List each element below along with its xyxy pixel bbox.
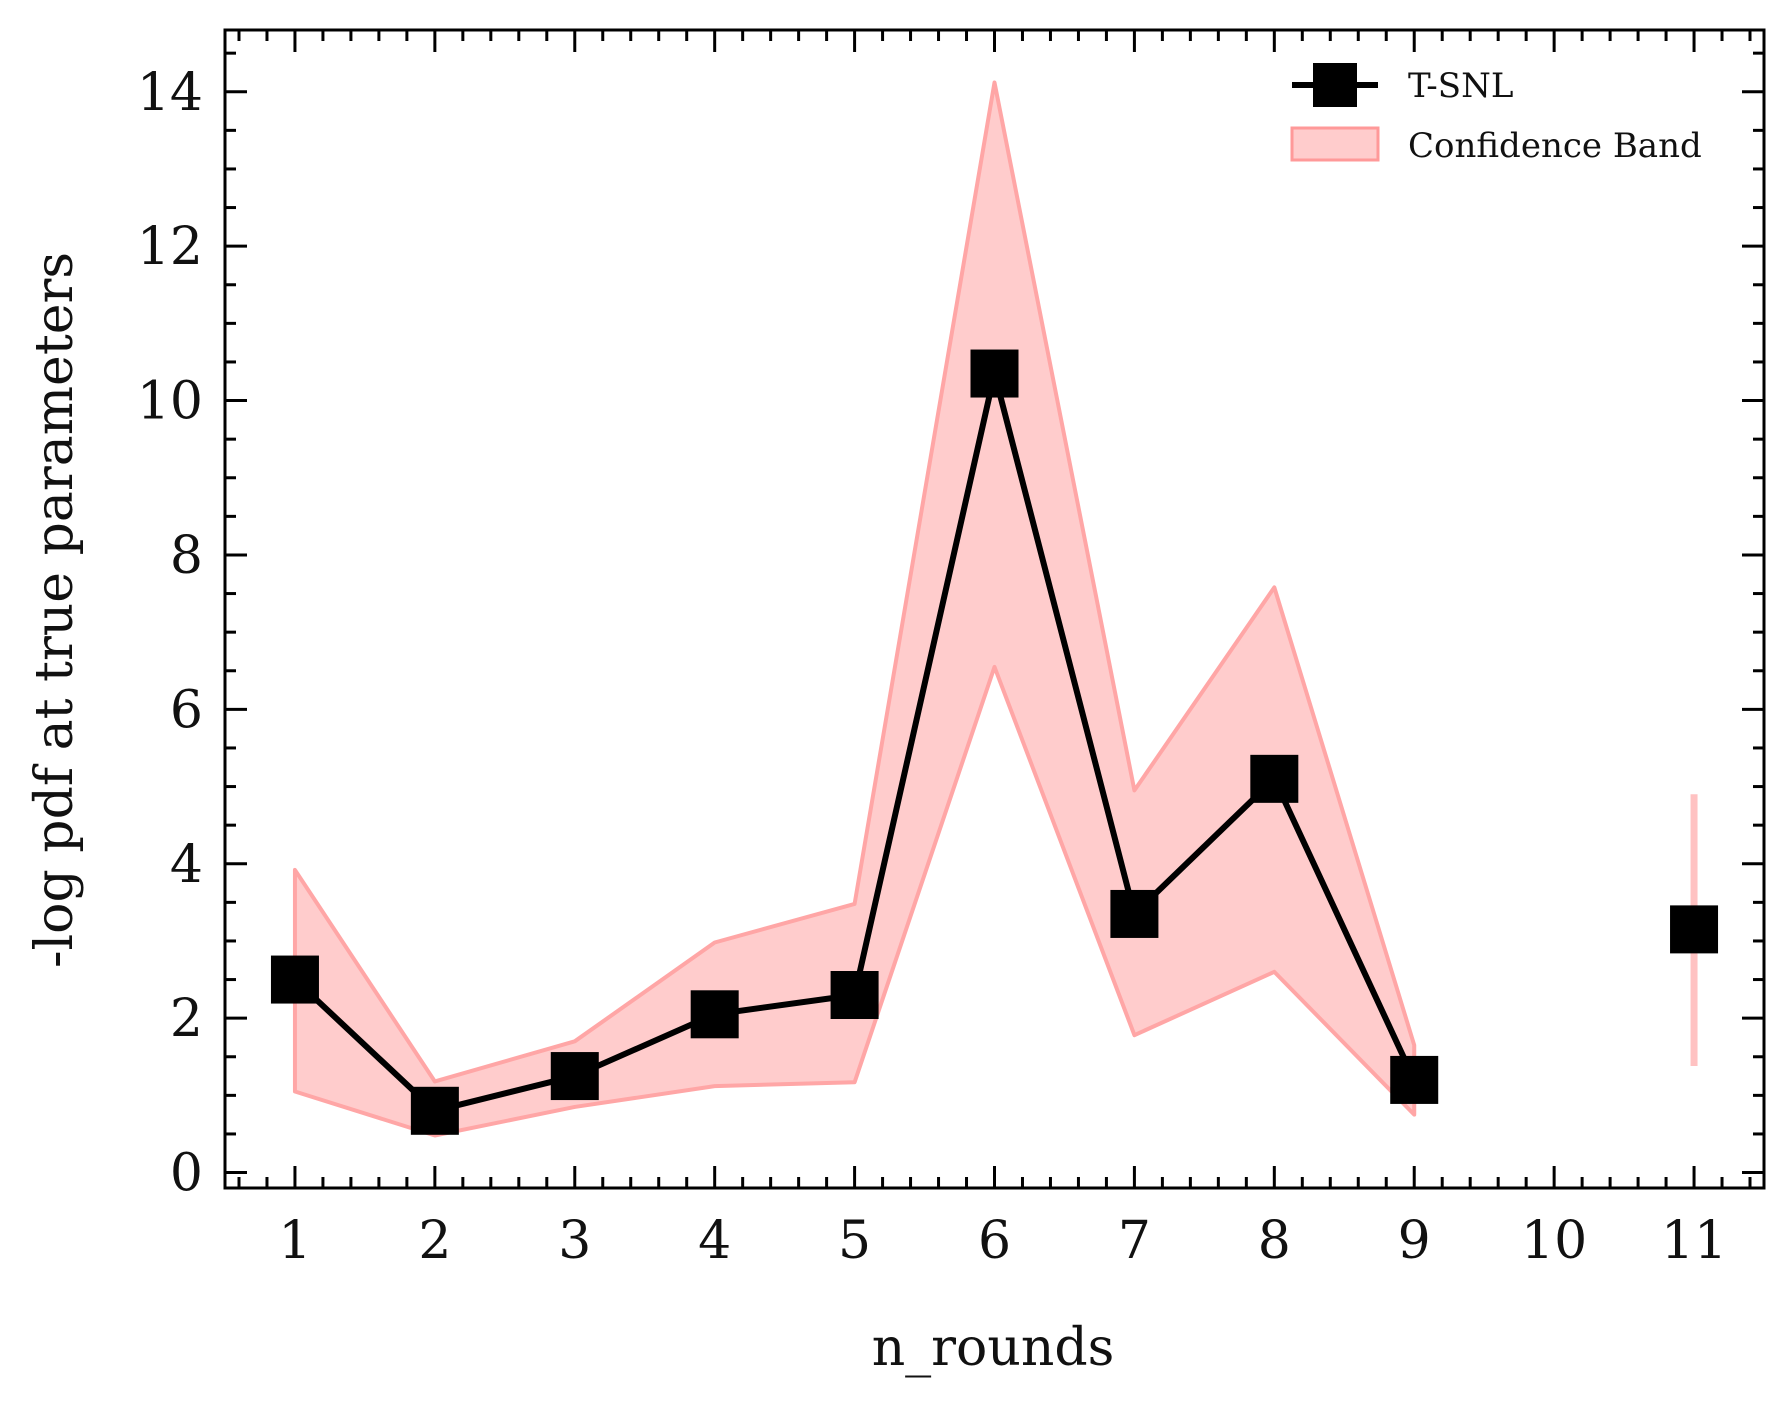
y-tick-label: 2	[170, 989, 203, 1049]
x-tick-label: 9	[1398, 1211, 1431, 1271]
data-point	[1250, 754, 1299, 803]
x-tick-label: 2	[418, 1211, 451, 1271]
x-tick-label: 7	[1118, 1211, 1151, 1271]
x-tick-label: 8	[1258, 1211, 1291, 1271]
confidence-band-layer	[292, 80, 1698, 1138]
x-tick-label: 6	[978, 1211, 1011, 1271]
data-point	[1110, 889, 1159, 938]
y-tick-label: 10	[137, 372, 203, 432]
x-tick-label: 4	[698, 1211, 731, 1271]
x-tick-label: 5	[838, 1211, 871, 1271]
data-point	[1670, 905, 1719, 954]
x-tick-label: 1	[278, 1211, 311, 1271]
x-tick-label: 3	[558, 1211, 591, 1271]
legend-label-band: Confidence Band	[1408, 126, 1702, 166]
confidence-band-area	[292, 80, 1417, 1138]
y-tick-label: 6	[170, 680, 203, 740]
y-tick-label: 14	[137, 63, 203, 123]
y-tick-label: 12	[137, 217, 203, 277]
data-point	[550, 1052, 599, 1101]
y-tick-label: 0	[170, 1144, 203, 1204]
x-axis-label: n_rounds	[872, 1318, 1115, 1378]
x-tick-label: 11	[1661, 1211, 1727, 1271]
series-layer	[270, 349, 1719, 1135]
y-tick-label: 8	[170, 526, 203, 586]
axis-ticks	[225, 30, 1764, 1188]
data-point	[970, 349, 1019, 398]
data-point	[1390, 1055, 1439, 1104]
legend-label-series: T-SNL	[1408, 66, 1513, 106]
y-axis-label: -log pdf at true parameters	[25, 252, 85, 968]
data-point	[690, 990, 739, 1039]
legend-square-marker-icon	[1313, 63, 1357, 107]
data-point	[830, 971, 879, 1019]
data-point	[270, 955, 319, 1004]
legend-band-swatch	[1290, 126, 1380, 162]
legend: T-SNL Confidence Band	[1290, 63, 1702, 166]
y-tick-label: 4	[170, 835, 203, 895]
data-point	[410, 1086, 459, 1135]
x-tick-label: 10	[1521, 1211, 1587, 1271]
